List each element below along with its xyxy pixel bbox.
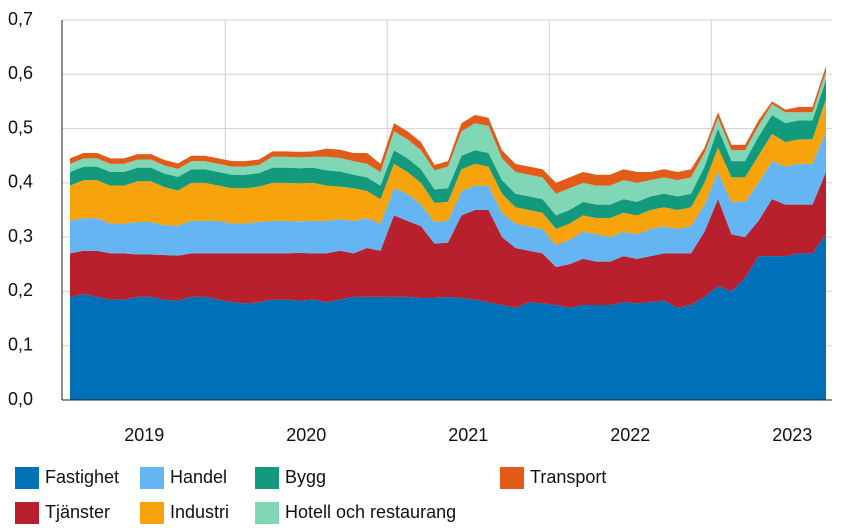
legend-swatch xyxy=(140,467,164,489)
legend-label: Bygg xyxy=(285,467,326,487)
y-tick-label: 0,2 xyxy=(8,280,33,300)
legend-label: Fastighet xyxy=(45,467,119,487)
area xyxy=(70,71,826,216)
y-tick-label: 0,0 xyxy=(8,389,33,409)
legend-swatch xyxy=(140,502,164,524)
y-tick-label: 0,4 xyxy=(8,172,33,192)
area xyxy=(70,131,826,267)
legend-label: Industri xyxy=(170,502,229,522)
x-tick-label: 2022 xyxy=(610,425,650,445)
area xyxy=(70,79,826,229)
y-tick-label: 0,6 xyxy=(8,63,33,83)
y-tick-label: 0,5 xyxy=(8,117,33,137)
y-tick-label: 0,7 xyxy=(8,9,33,29)
y-tick-label: 0,1 xyxy=(8,334,33,354)
legend-swatch xyxy=(500,467,524,489)
area xyxy=(70,234,826,400)
legend-label: Transport xyxy=(530,467,606,487)
legend-label: Tjänster xyxy=(45,502,110,522)
legend-swatch xyxy=(255,502,279,524)
y-tick-label: 0,3 xyxy=(8,226,33,246)
x-tick-label: 2021 xyxy=(448,425,488,445)
area xyxy=(70,98,826,246)
area xyxy=(70,66,826,194)
x-tick-label: 2019 xyxy=(124,425,164,445)
legend-swatch xyxy=(255,467,279,489)
legend-label: Hotell och restaurang xyxy=(285,502,456,522)
legend-swatch xyxy=(15,467,39,489)
legend-label: Handel xyxy=(170,467,227,487)
x-tick-label: 2020 xyxy=(286,425,326,445)
legend-swatch xyxy=(15,502,39,524)
x-tick-label: 2023 xyxy=(772,425,812,445)
area xyxy=(70,172,826,308)
